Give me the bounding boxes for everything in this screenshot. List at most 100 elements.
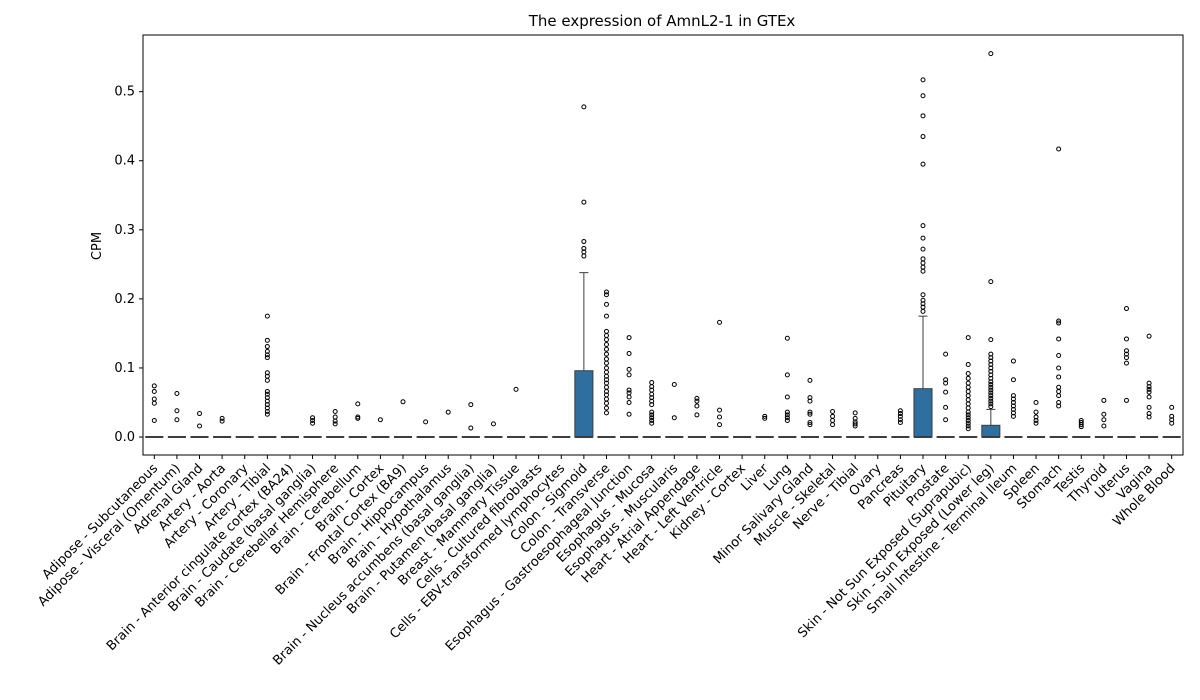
- outlier-point: [965, 412, 971, 418]
- outlier-point: [310, 417, 316, 423]
- outlier-point: [920, 256, 926, 262]
- outlier-point: [1169, 404, 1175, 410]
- outlier-point: [920, 246, 926, 252]
- outlier-point: [1056, 146, 1062, 152]
- outlier-point: [920, 113, 926, 119]
- y-tick-label: 0.2: [114, 292, 135, 307]
- outlier-point: [151, 383, 157, 389]
- outlier-point: [920, 308, 926, 314]
- outlier-point: [807, 398, 813, 404]
- outlier-point: [1078, 417, 1084, 423]
- outlier-point: [784, 372, 790, 378]
- outlier-point: [1146, 394, 1152, 400]
- outlier-point: [603, 369, 609, 375]
- outlier-point: [830, 413, 836, 419]
- outlier-point: [988, 384, 994, 390]
- outlier-point: [694, 412, 700, 418]
- outlier-point: [423, 419, 429, 425]
- outlier-point: [1169, 413, 1175, 419]
- outlier-point: [603, 377, 609, 383]
- outlier-point: [943, 380, 949, 386]
- outlier-point: [988, 395, 994, 401]
- outlier-point: [1033, 400, 1039, 405]
- outlier-point: [1010, 358, 1016, 364]
- outlier-point: [626, 372, 632, 378]
- outlier-point: [219, 418, 225, 424]
- outlier-point: [264, 388, 270, 394]
- outlier-point: [264, 395, 270, 401]
- axes-frame: [142, 34, 1184, 456]
- outlier-point: [694, 398, 700, 404]
- outlier-point: [988, 404, 994, 410]
- outlier-point: [1056, 403, 1062, 409]
- outlier-point: [264, 405, 270, 411]
- outlier-point: [920, 268, 926, 274]
- outlier-point: [920, 77, 926, 83]
- outlier-point: [920, 235, 926, 241]
- outlier-point: [897, 413, 903, 419]
- outlier-point: [174, 408, 180, 414]
- outlier-point: [513, 386, 519, 392]
- outlier-point: [965, 393, 971, 399]
- y-tick-label: 0.0: [114, 430, 135, 445]
- outlier-point: [1123, 306, 1129, 312]
- outlier-point: [649, 415, 655, 421]
- outlier-point: [264, 344, 270, 350]
- box: [981, 424, 1001, 438]
- outlier-point: [151, 417, 157, 423]
- outlier-point: [943, 351, 949, 357]
- outlier-point: [264, 337, 270, 343]
- outlier-point: [197, 423, 203, 429]
- outlier-point: [920, 260, 926, 266]
- outlier-point: [1101, 423, 1107, 429]
- outlier-point: [174, 417, 180, 423]
- outlier-point: [603, 301, 609, 307]
- outlier-point: [830, 422, 836, 428]
- outlier-point: [852, 410, 858, 416]
- outlier-point: [581, 104, 587, 110]
- outlier-point: [762, 415, 768, 421]
- outlier-point: [603, 360, 609, 366]
- outlier-point: [784, 409, 790, 415]
- outlier-point: [1123, 336, 1129, 342]
- outlier-point: [151, 400, 157, 406]
- outlier-point: [1056, 393, 1062, 399]
- outlier-point: [1033, 409, 1039, 415]
- outlier-point: [988, 355, 994, 361]
- outlier-point: [649, 409, 655, 415]
- outlier-point: [1056, 336, 1062, 342]
- outlier-point: [897, 408, 903, 414]
- outlier-point: [920, 161, 926, 167]
- outlier-point: [264, 408, 270, 414]
- outlier-point: [1101, 411, 1107, 417]
- outlier-point: [603, 410, 609, 416]
- outlier-point: [920, 134, 926, 140]
- outlier-point: [264, 348, 270, 354]
- outlier-point: [784, 415, 790, 421]
- outlier-point: [603, 396, 609, 402]
- outlier-point: [920, 297, 926, 303]
- outlier-point: [264, 355, 270, 361]
- outlier-point: [671, 415, 677, 421]
- outlier-point: [1146, 384, 1152, 390]
- outlier-point: [1146, 404, 1152, 410]
- outlier-point: [603, 392, 609, 398]
- outlier-point: [965, 415, 971, 421]
- outlier-point: [445, 409, 451, 415]
- outlier-point: [807, 411, 813, 417]
- outlier-point: [988, 358, 994, 364]
- outlier-point: [1056, 320, 1062, 326]
- outlier-point: [603, 405, 609, 411]
- outlier-point: [400, 399, 406, 405]
- outlier-point: [649, 395, 655, 401]
- outlier-point: [988, 365, 994, 371]
- outlier-point: [1123, 351, 1129, 357]
- outlier-point: [965, 380, 971, 386]
- outlier-point: [603, 328, 609, 334]
- outlier-point: [965, 384, 971, 390]
- outlier-point: [1056, 384, 1062, 390]
- outlier-point: [1169, 420, 1175, 426]
- outlier-point: [603, 332, 609, 338]
- outlier-point: [920, 223, 926, 229]
